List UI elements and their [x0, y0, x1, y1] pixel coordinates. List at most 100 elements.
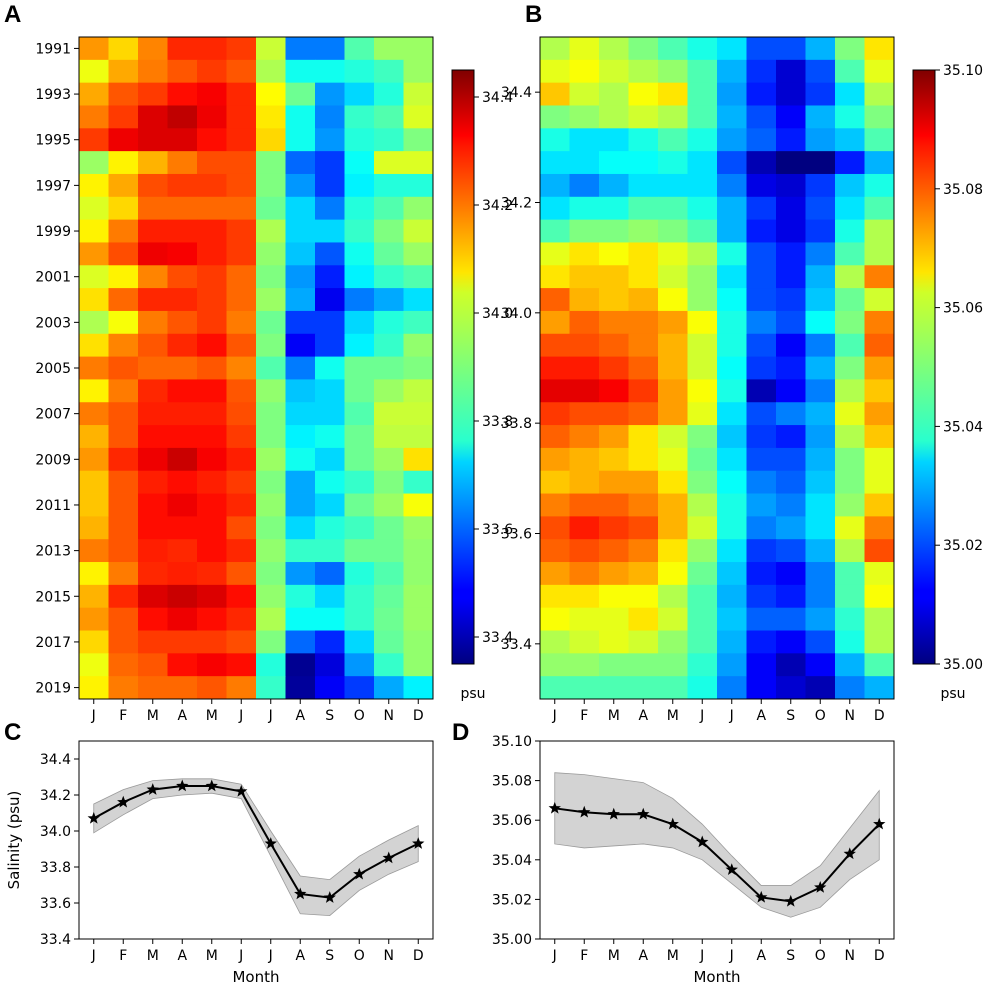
panel-letter-b: B	[525, 1, 542, 28]
heatmap-cell	[776, 82, 806, 106]
heatmap-cell	[138, 402, 168, 426]
heatmap-cell	[108, 265, 139, 289]
heatmap-cell	[403, 447, 434, 472]
x-tick-label: F	[119, 948, 127, 964]
heatmap-cell	[776, 425, 806, 449]
x-tick-label: D	[413, 948, 424, 964]
x-tick-label: D	[874, 708, 885, 724]
heatmap-cell	[167, 333, 198, 357]
star-marker	[235, 784, 248, 797]
heatmap-cell	[864, 196, 895, 221]
y-tick-label: 1999	[35, 224, 71, 240]
heatmap-cell	[138, 242, 168, 266]
heatmap-cell	[805, 676, 836, 700]
heatmap-cell	[835, 562, 865, 586]
heatmap-cell	[256, 630, 286, 654]
y-tick-label: 1993	[35, 87, 71, 103]
heatmap-cell	[138, 265, 168, 289]
heatmap-cell	[805, 493, 836, 517]
heatmap-cell	[374, 539, 404, 563]
heatmap-cell	[315, 310, 345, 335]
heatmap-cell	[746, 173, 777, 198]
colorbar-tick-label: 35.10	[943, 63, 983, 79]
heatmap-cell	[315, 470, 345, 494]
heatmap-cell	[776, 607, 806, 631]
heatmap-cell	[864, 59, 895, 84]
heatmap-cell	[717, 402, 747, 426]
heatmap-cell	[805, 196, 836, 221]
heatmap-cell	[776, 128, 806, 152]
heatmap-cell	[569, 493, 600, 517]
heatmap-cell	[374, 630, 404, 654]
line-d-plot	[548, 772, 886, 918]
heatmap-cell	[344, 265, 375, 289]
heatmap-cell	[628, 447, 659, 472]
colorbar-tick-label: 35.06	[943, 301, 983, 317]
heatmap-cell	[167, 82, 198, 106]
heatmap-cell	[746, 653, 777, 677]
heatmap-cell	[344, 59, 375, 84]
heatmap-cell	[805, 562, 836, 586]
heatmap-cell	[315, 676, 345, 700]
heatmap-cell	[374, 265, 404, 289]
heatmap-cell	[746, 242, 777, 266]
heatmap-cell	[746, 516, 777, 540]
heatmap-cell	[569, 425, 600, 449]
heatmap-cell	[226, 128, 257, 152]
heatmap-cell	[717, 219, 747, 243]
heatmap-cell	[167, 630, 198, 654]
heatmap-cell	[374, 173, 404, 198]
star-marker	[146, 783, 159, 795]
heatmap-cell	[628, 37, 659, 61]
heatmap-cell	[717, 242, 747, 266]
x-tick-label: F	[119, 708, 127, 724]
heatmap-cell	[344, 676, 375, 700]
heatmap-cell	[197, 584, 227, 609]
heatmap-cell	[776, 37, 806, 61]
heatmap-cell	[344, 242, 375, 266]
heatmap-cell	[658, 379, 688, 403]
heatmap-cell	[79, 584, 109, 609]
heatmap-cell	[776, 242, 806, 266]
heatmap-cell	[315, 516, 345, 540]
heatmap-cell	[687, 196, 718, 221]
x-tick-label: J	[238, 948, 243, 964]
heatmap-cell	[108, 333, 139, 357]
heatmap-cell	[599, 584, 629, 609]
heatmap-cell	[717, 37, 747, 61]
x-tick-label: A	[756, 708, 766, 724]
colorbar-tick-label: 35.00	[943, 657, 983, 673]
heatmap-cell	[79, 676, 109, 700]
heatmap-cell	[315, 242, 345, 266]
heatmap-cell	[403, 310, 434, 335]
heatmap-cell	[835, 470, 865, 494]
heatmap-cell	[226, 676, 257, 700]
x-tick-label: S	[325, 948, 334, 964]
heatmap-cell	[687, 493, 718, 517]
heatmap-cell	[569, 562, 600, 586]
heatmap-cell	[835, 173, 865, 198]
star-marker	[637, 807, 650, 820]
heatmap-panel-b: 34.4 34.2 34.0 33.8 33.6 33.4 J F M A M J J A S O N D 35…	[501, 36, 983, 724]
heatmap-cell	[569, 173, 600, 198]
heatmap-cell	[569, 447, 600, 472]
heatmap-cell	[108, 493, 139, 517]
heatmap-cell	[805, 356, 836, 380]
heatmap-cell	[658, 493, 688, 517]
heatmap-cell	[344, 196, 375, 221]
colorbar-tick-label: 34.2	[482, 198, 513, 214]
heatmap-cell	[138, 173, 168, 198]
heatmap-cell	[540, 676, 570, 700]
heatmap-cell	[628, 265, 659, 289]
heatmap-cell	[628, 59, 659, 84]
x-tick-label: O	[815, 708, 826, 724]
heatmap-cell	[717, 539, 747, 563]
heatmap-cell	[374, 676, 404, 700]
heatmap-cell	[776, 310, 806, 335]
heatmap-cell	[717, 562, 747, 586]
heatmap-cell	[79, 265, 109, 289]
heatmap-cell	[79, 493, 109, 517]
heatmap-cell	[746, 219, 777, 243]
